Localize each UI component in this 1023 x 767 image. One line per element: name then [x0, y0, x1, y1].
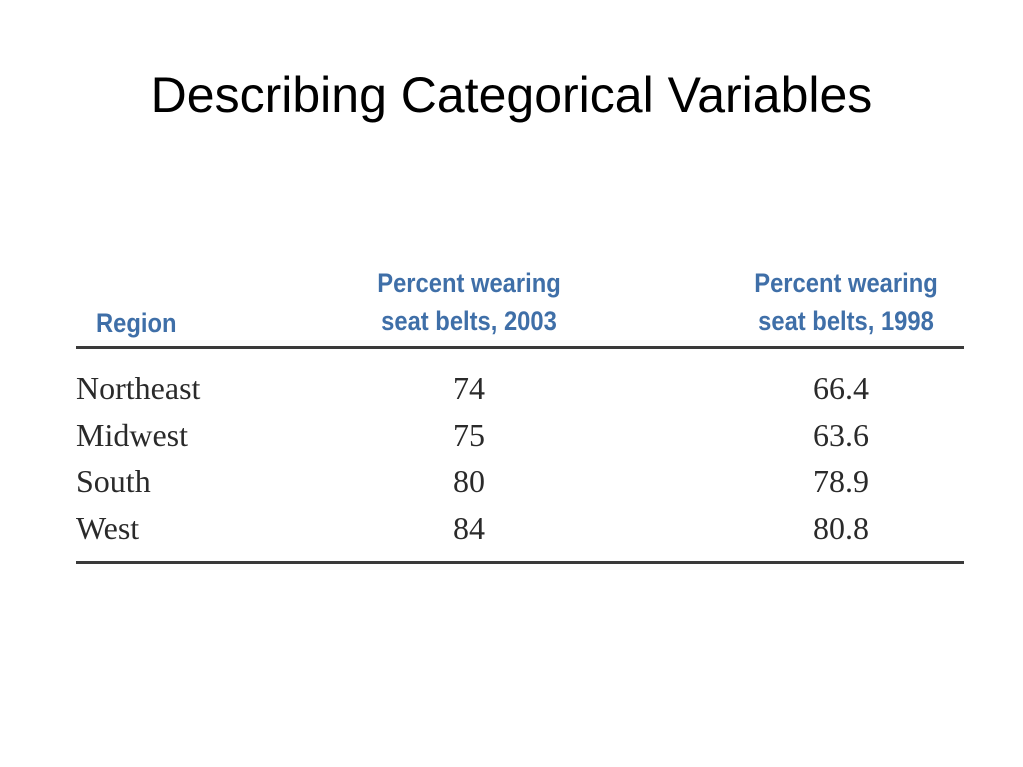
table-row: Midwest 75 63.6 — [76, 412, 964, 459]
cell-region: West — [76, 509, 140, 546]
table-header-row: Region Percent wearing seat belts, 2003 … — [76, 262, 964, 346]
header-1998-line-2: seat belts, 1998 — [758, 306, 934, 336]
table-body: Northeast 74 66.4 Midwest 75 63.6 South … — [76, 349, 964, 561]
cell-percent-1998: 78.9 — [813, 463, 869, 499]
cell-percent-2003: 80 — [453, 463, 485, 499]
cell-percent-2003: 84 — [453, 509, 485, 546]
table-row: Northeast 74 66.4 — [76, 365, 964, 412]
cell-percent-2003: 75 — [453, 416, 485, 453]
cell-percent-1998: 80.8 — [813, 509, 869, 546]
cell-region: Northeast — [76, 370, 201, 406]
header-region: Region — [96, 308, 177, 338]
cell-percent-1998: 63.6 — [813, 416, 869, 453]
table-row: West 84 80.8 — [76, 505, 964, 552]
table-row: South 80 78.9 — [76, 458, 964, 505]
header-2003-line-2: seat belts, 2003 — [381, 306, 557, 336]
header-1998-line-1: Percent wearing — [754, 268, 938, 298]
cell-percent-1998: 66.4 — [813, 370, 869, 406]
bottom-rule — [76, 561, 964, 564]
seat-belt-table: Region Percent wearing seat belts, 2003 … — [76, 262, 964, 564]
header-rule — [76, 346, 964, 349]
slide-title: Describing Categorical Variables — [150, 67, 873, 123]
cell-region: South — [76, 463, 151, 499]
header-2003-line-1: Percent wearing — [377, 268, 561, 298]
cell-region: Midwest — [76, 416, 188, 453]
header-percent-1998: Percent wearing seat belts, 1998 — [710, 264, 983, 340]
header-percent-2003: Percent wearing seat belts, 2003 — [333, 264, 606, 340]
cell-percent-2003: 74 — [453, 370, 485, 406]
